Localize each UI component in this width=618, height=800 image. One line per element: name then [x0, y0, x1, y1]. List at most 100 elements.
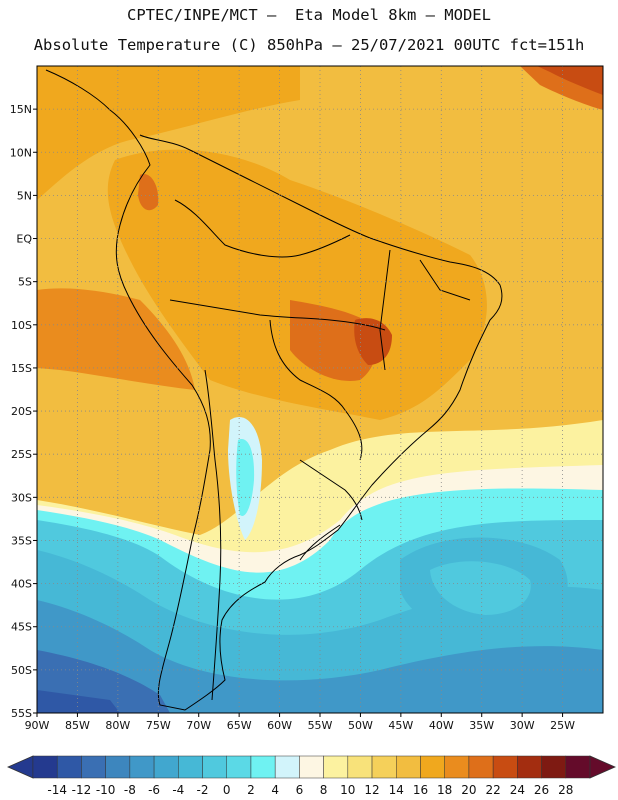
- colorbar-swatch: [420, 755, 445, 779]
- colorbar-label: 14: [389, 783, 404, 797]
- field-pacific-orange: [37, 288, 195, 390]
- field-andes-warm: [138, 174, 159, 211]
- lat-label: 35S: [11, 534, 32, 547]
- field-atlantic-swirl-core: [430, 561, 531, 615]
- field-blue-4: [37, 690, 120, 713]
- colorbar-label: 20: [461, 783, 476, 797]
- colorbar-swatch: [129, 755, 155, 779]
- lon-label: 80W: [105, 719, 130, 732]
- colorbar-swatch: [565, 755, 591, 779]
- colorbar-label: 0: [223, 783, 231, 797]
- lon-label: 45W: [388, 719, 413, 732]
- colorbar-swatch: [323, 755, 349, 779]
- border-rio-plata: [299, 524, 341, 561]
- colorbar-swatch: [81, 755, 106, 779]
- lat-label: 50S: [11, 664, 32, 677]
- colorbar-label: 18: [437, 783, 452, 797]
- lat-label: 5N: [17, 189, 32, 202]
- lon-label: 60W: [267, 719, 292, 732]
- colorbar-labels: -14 -12 -10 -8 -6 -4 -2 0 2 4 6 8 10 12 14 16 18 20 22 24 26…: [47, 783, 573, 797]
- colorbar-label: -14: [47, 783, 67, 797]
- colorbar-swatch: [517, 755, 542, 779]
- border-state-1: [379, 249, 391, 371]
- lat-label: 40S: [11, 578, 32, 591]
- colorbar-label: 8: [320, 783, 328, 797]
- temperature-field: [37, 66, 603, 713]
- colorbar-label: 22: [485, 783, 500, 797]
- field-orange-nw: [37, 66, 300, 200]
- colorbar-swatch: [468, 755, 494, 779]
- colorbar-label: 4: [271, 783, 279, 797]
- colorbar-label: 10: [340, 783, 355, 797]
- lon-label: 55W: [308, 719, 333, 732]
- lon-label: 70W: [186, 719, 211, 732]
- chart-title-line-2: Absolute Temperature (C) 850hPa – 25/07/…: [33, 36, 585, 54]
- colorbar-swatch: [153, 755, 179, 779]
- colorbar-label: -6: [148, 783, 160, 797]
- colorbar-label: -4: [172, 783, 184, 797]
- lon-label: 75W: [146, 719, 171, 732]
- lat-label: 5S: [18, 276, 32, 289]
- chart-title-line-1: CPTEC/INPE/MCT – Eta Model 8km – MODEL: [127, 6, 491, 24]
- colorbar-swatch: [396, 755, 421, 779]
- border-mid: [169, 299, 386, 331]
- colorbar-max-arrow: [589, 755, 616, 779]
- boundaries: [45, 69, 503, 711]
- colorbar-label: -12: [72, 783, 92, 797]
- field-cold-andes-core: [236, 439, 255, 516]
- colorbar-swatch: [56, 755, 82, 779]
- coastline: [45, 69, 503, 711]
- colorbar-label: -10: [96, 783, 116, 797]
- lon-label: 30W: [510, 719, 535, 732]
- border-state-2: [419, 259, 471, 301]
- colorbar-swatch: [105, 755, 131, 779]
- lat-label: 15N: [10, 103, 32, 116]
- colorbar-swatch: [444, 755, 470, 779]
- colorbar-swatch: [347, 755, 373, 779]
- colorbar-swatch: [299, 755, 324, 779]
- lat-label: EQ: [16, 233, 32, 246]
- colorbar-swatch: [178, 755, 203, 779]
- lat-label: 15S: [11, 362, 32, 375]
- lat-label: 10N: [10, 146, 32, 159]
- colorbar-label: -2: [197, 783, 209, 797]
- field-continent-orange: [107, 149, 487, 420]
- border-uruguay: [299, 459, 363, 521]
- colorbar: [7, 755, 616, 779]
- colorbar-swatch: [492, 755, 518, 779]
- lon-label: 90W: [25, 719, 50, 732]
- lat-label: 20S: [11, 405, 32, 418]
- lat-label: 10S: [11, 319, 32, 332]
- colorbar-swatch: [32, 755, 58, 779]
- colorbar-label: 2: [247, 783, 255, 797]
- colorbar-label: -8: [124, 783, 136, 797]
- field-hot-center: [290, 300, 376, 381]
- colorbar-label: 12: [364, 783, 379, 797]
- lon-label: 85W: [65, 719, 90, 732]
- lon-label: 35W: [469, 719, 494, 732]
- lat-label: 25S: [11, 448, 32, 461]
- colorbar-swatch: [274, 755, 300, 779]
- colorbar-label: 6: [296, 783, 304, 797]
- colorbar-label: 26: [534, 783, 549, 797]
- lon-label: 40W: [429, 719, 454, 732]
- colorbar-label: 16: [413, 783, 428, 797]
- lat-label: 30S: [11, 491, 32, 504]
- lon-label: 65W: [227, 719, 252, 732]
- colorbar-swatch: [541, 755, 567, 779]
- colorbar-min-arrow: [7, 755, 34, 779]
- longitude-labels: 90W 85W 80W 75W 70W 65W 60W 55W 50W 45W 40W 35W 30W 2…: [25, 719, 576, 732]
- colorbar-label: 24: [510, 783, 525, 797]
- colorbar-swatch: [202, 755, 227, 779]
- border-chile-argentina: [204, 369, 222, 701]
- colorbar-swatch: [226, 755, 252, 779]
- lon-label: 50W: [348, 719, 373, 732]
- lat-label: 55S: [11, 707, 32, 720]
- colorbar-swatch: [250, 755, 276, 779]
- latitude-labels: 15N 10N 5N EQ 5S 10S 15S 20S 25S 30S 35S 40S 45S 50S 5…: [10, 103, 33, 720]
- field-blue-2: [37, 600, 603, 713]
- field-hot-ne: [537, 66, 603, 95]
- colorbar-swatch: [371, 755, 397, 779]
- lon-label: 25W: [550, 719, 575, 732]
